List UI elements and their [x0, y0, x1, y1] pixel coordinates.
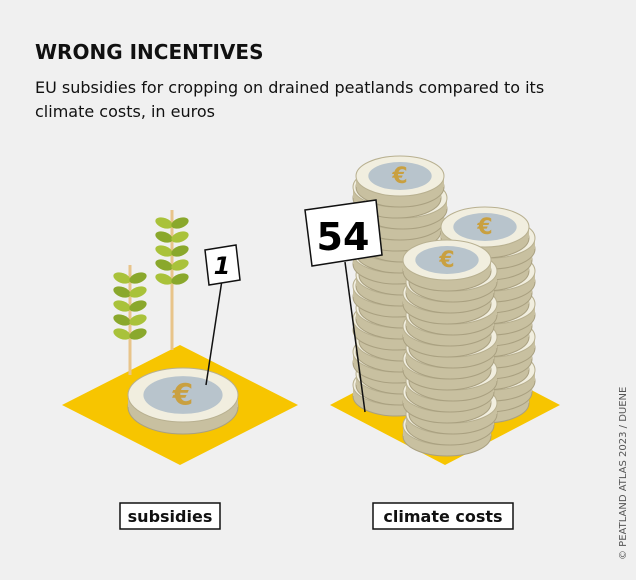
coins: € € € €	[128, 156, 535, 456]
label: subsidies	[128, 507, 213, 526]
euro-sign: €	[172, 377, 194, 412]
sign-value: 1	[214, 252, 231, 280]
euro-sign: €	[476, 215, 492, 240]
euro-sign: €	[391, 164, 407, 189]
infographic: WRONG INCENTIVES EU subsidies for croppi…	[0, 0, 636, 580]
credit: © PEATLAND ATLAS 2023 / DUENE	[618, 387, 629, 560]
euro-sign: €	[438, 248, 454, 273]
label: climate costs	[383, 507, 502, 526]
sign-value: 54	[317, 215, 370, 259]
illustration: € € € € 1 54 subsidies climate costs © PEAT…	[0, 0, 636, 580]
